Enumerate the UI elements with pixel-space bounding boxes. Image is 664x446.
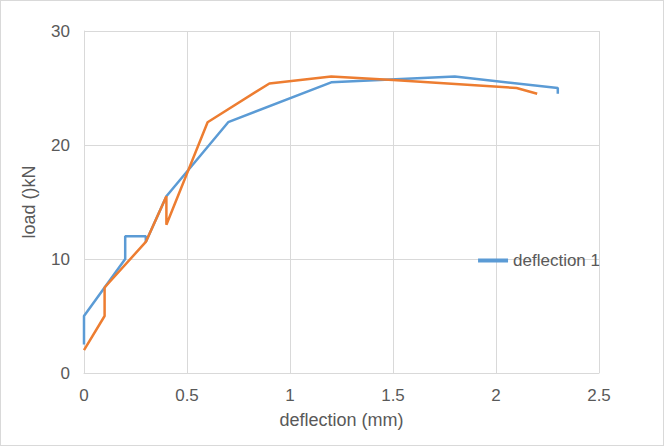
svg-text:1: 1 bbox=[285, 386, 294, 405]
svg-text:30: 30 bbox=[51, 22, 70, 41]
svg-text:1.5: 1.5 bbox=[381, 386, 405, 405]
svg-text:load ()kN: load ()kN bbox=[19, 165, 39, 238]
svg-text:deflection (mm): deflection (mm) bbox=[279, 410, 403, 430]
svg-text:2: 2 bbox=[491, 386, 500, 405]
svg-text:20: 20 bbox=[51, 136, 70, 155]
svg-text:deflection 1: deflection 1 bbox=[513, 251, 600, 270]
svg-text:0: 0 bbox=[79, 386, 88, 405]
svg-text:0.5: 0.5 bbox=[175, 386, 199, 405]
svg-text:0: 0 bbox=[61, 364, 70, 383]
svg-text:10: 10 bbox=[51, 250, 70, 269]
svg-text:2.5: 2.5 bbox=[587, 386, 611, 405]
